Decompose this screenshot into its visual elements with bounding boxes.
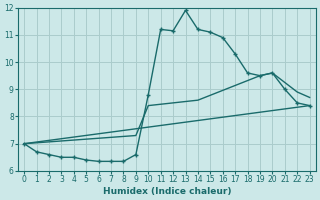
X-axis label: Humidex (Indice chaleur): Humidex (Indice chaleur) bbox=[103, 187, 231, 196]
